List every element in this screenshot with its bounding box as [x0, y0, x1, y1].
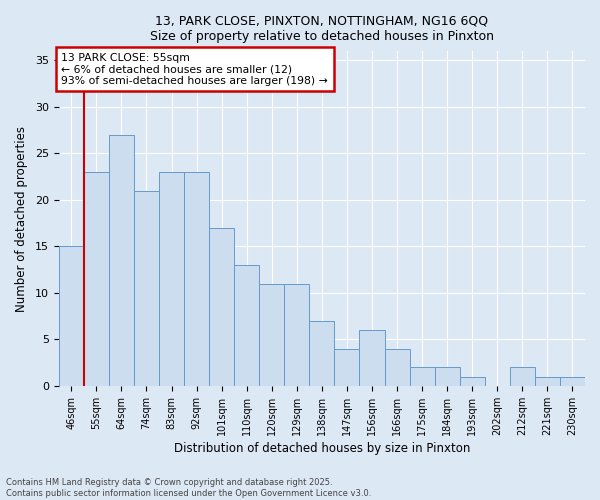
Bar — [410, 368, 434, 386]
Bar — [510, 368, 535, 386]
X-axis label: Distribution of detached houses by size in Pinxton: Distribution of detached houses by size … — [174, 442, 470, 455]
Bar — [109, 135, 134, 386]
Text: 13 PARK CLOSE: 55sqm
← 6% of detached houses are smaller (12)
93% of semi-detach: 13 PARK CLOSE: 55sqm ← 6% of detached ho… — [61, 53, 328, 86]
Bar — [134, 190, 159, 386]
Y-axis label: Number of detached properties: Number of detached properties — [15, 126, 28, 312]
Bar — [84, 172, 109, 386]
Bar — [259, 284, 284, 386]
Bar — [234, 265, 259, 386]
Bar — [460, 376, 485, 386]
Bar — [310, 321, 334, 386]
Title: 13, PARK CLOSE, PINXTON, NOTTINGHAM, NG16 6QQ
Size of property relative to detac: 13, PARK CLOSE, PINXTON, NOTTINGHAM, NG1… — [150, 15, 494, 43]
Bar — [560, 376, 585, 386]
Bar — [184, 172, 209, 386]
Bar — [359, 330, 385, 386]
Bar — [334, 349, 359, 386]
Bar — [209, 228, 234, 386]
Bar — [434, 368, 460, 386]
Bar — [59, 246, 84, 386]
Bar — [535, 376, 560, 386]
Text: Contains HM Land Registry data © Crown copyright and database right 2025.
Contai: Contains HM Land Registry data © Crown c… — [6, 478, 371, 498]
Bar — [284, 284, 310, 386]
Bar — [159, 172, 184, 386]
Bar — [385, 349, 410, 386]
